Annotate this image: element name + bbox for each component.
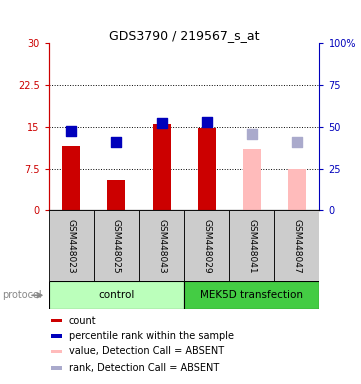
Text: rank, Detection Call = ABSENT: rank, Detection Call = ABSENT xyxy=(69,363,219,373)
Text: GSM448041: GSM448041 xyxy=(247,218,256,273)
Bar xyxy=(49,210,94,281)
Point xyxy=(114,139,119,145)
Bar xyxy=(139,210,184,281)
Bar xyxy=(153,124,171,210)
Bar xyxy=(94,210,139,281)
Point xyxy=(294,139,300,145)
Text: GSM448047: GSM448047 xyxy=(292,218,301,273)
Title: GDS3790 / 219567_s_at: GDS3790 / 219567_s_at xyxy=(109,29,259,42)
Bar xyxy=(49,281,184,309)
Bar xyxy=(108,180,126,210)
Point xyxy=(69,128,74,134)
Point xyxy=(249,131,255,137)
Point xyxy=(159,120,165,126)
Bar xyxy=(288,169,306,210)
Point xyxy=(204,119,209,126)
Text: control: control xyxy=(98,290,135,300)
Bar xyxy=(274,210,319,281)
Bar xyxy=(52,349,62,353)
Text: value, Detection Call = ABSENT: value, Detection Call = ABSENT xyxy=(69,346,224,356)
Bar xyxy=(229,210,274,281)
Bar xyxy=(52,319,62,323)
Text: count: count xyxy=(69,316,96,326)
Text: GSM448025: GSM448025 xyxy=(112,218,121,273)
Bar xyxy=(184,281,319,309)
Bar xyxy=(184,210,229,281)
Bar xyxy=(62,146,81,210)
Text: GSM448023: GSM448023 xyxy=(67,218,76,273)
Bar xyxy=(52,334,62,338)
Bar xyxy=(198,128,216,210)
Text: GSM448043: GSM448043 xyxy=(157,218,166,273)
Text: percentile rank within the sample: percentile rank within the sample xyxy=(69,331,234,341)
Text: GSM448029: GSM448029 xyxy=(202,218,211,273)
Bar xyxy=(243,149,261,210)
Text: protocol: protocol xyxy=(2,290,42,300)
Bar xyxy=(52,366,62,370)
Text: MEK5D transfection: MEK5D transfection xyxy=(200,290,303,300)
